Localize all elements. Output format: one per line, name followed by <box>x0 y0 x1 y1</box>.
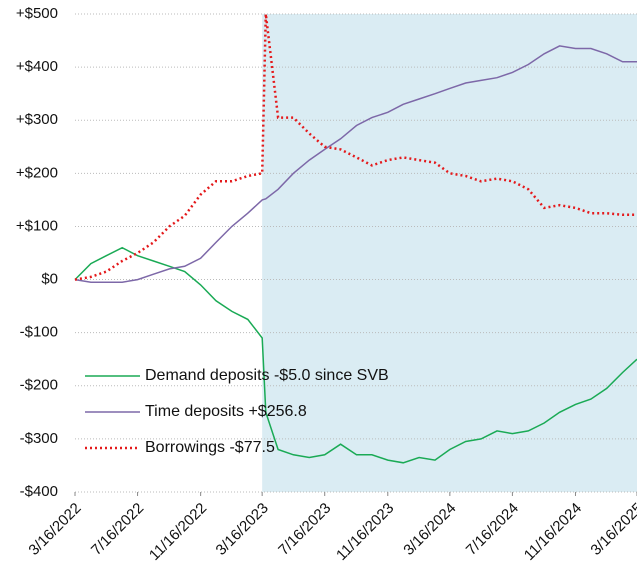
y-tick-label: -$400 <box>20 483 58 500</box>
x-tick-label: 7/16/2022 <box>88 500 147 559</box>
y-tick-label: +$300 <box>16 111 58 128</box>
x-tick-label: 11/16/2024 <box>521 500 585 564</box>
y-tick-label: -$300 <box>20 430 58 447</box>
y-tick-label: +$400 <box>16 58 58 75</box>
data-line <box>74 13 637 281</box>
y-tick-label: +$200 <box>16 164 58 181</box>
x-tick-label: 7/16/2024 <box>463 500 522 559</box>
x-tick-label: 3/16/2025 <box>587 500 637 559</box>
legend-label: Borrowings -$77.5 <box>145 439 275 456</box>
y-tick-label: -$200 <box>20 377 58 394</box>
x-tick-label: 11/16/2022 <box>146 500 210 564</box>
y-tick-label: -$100 <box>20 324 58 341</box>
shaded-region <box>262 14 637 492</box>
y-tick-label: $0 <box>41 271 58 288</box>
data-line <box>74 246 637 464</box>
x-tick-label: 3/16/2022 <box>25 500 84 559</box>
x-tick-label: 7/16/2023 <box>275 500 334 559</box>
data-line <box>74 45 637 283</box>
x-tick-label: 3/16/2024 <box>400 500 459 559</box>
legend-label: Demand deposits -$5.0 since SVB <box>145 367 389 384</box>
x-tick-label: 11/16/2023 <box>333 500 397 564</box>
y-tick-label: +$500 <box>16 5 58 22</box>
x-tick-label: 3/16/2023 <box>213 500 272 559</box>
y-tick-label: +$100 <box>16 217 58 234</box>
legend-label: Time deposits +$256.8 <box>145 403 307 420</box>
